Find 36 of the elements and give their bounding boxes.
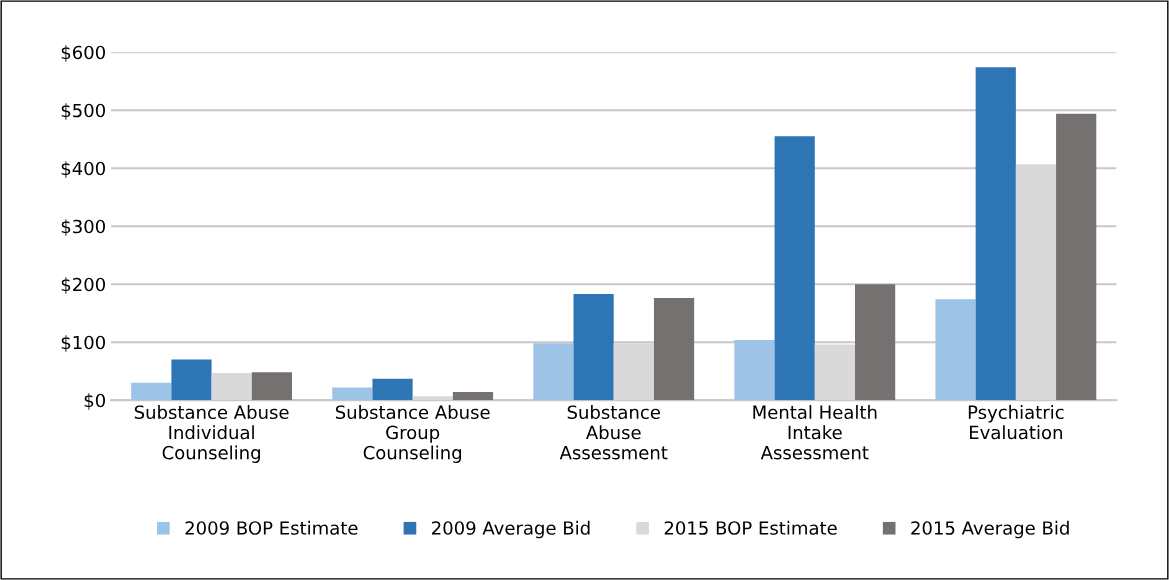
y-tick-label: $100: [61, 335, 105, 352]
legend-label: 2009 Average Bid: [432, 520, 590, 539]
y-tick-label: $500: [61, 103, 105, 120]
bar: [332, 387, 373, 401]
bar: [975, 67, 1016, 401]
y-tick-label: $0: [84, 393, 105, 410]
y-tick-label: $200: [61, 277, 105, 294]
bar: [452, 392, 494, 401]
bar: [171, 359, 212, 401]
bar: [734, 339, 775, 401]
bar: [1015, 164, 1057, 401]
bar: [412, 396, 453, 401]
bar: [855, 284, 896, 401]
legend-label: 2015 Average Bid: [911, 520, 1069, 539]
bar: [653, 298, 695, 401]
bar: [1056, 113, 1097, 401]
x-tick-label: Substance Abuse Individual Counseling: [134, 405, 289, 463]
bar: [573, 294, 614, 401]
bar: [774, 136, 815, 401]
y-tick-label: $300: [61, 219, 105, 236]
bar: [935, 299, 976, 401]
y-tick-label: $600: [61, 45, 105, 62]
bar: [211, 372, 252, 401]
bar: [372, 378, 413, 401]
x-tick-label: Psychiatric Evaluation: [968, 405, 1064, 440]
bar: [613, 343, 654, 401]
bar: [814, 344, 856, 401]
bar: [533, 343, 574, 401]
x-tick-label: Mental Health Intake Assessment: [753, 405, 877, 460]
x-tick-label: Substance Abuse Assessment: [559, 405, 668, 460]
legend-label: 2015 BOP Estimate: [664, 520, 837, 535]
x-tick-label: Substance Abuse Group Counseling: [335, 405, 490, 463]
y-tick-label: $400: [61, 161, 105, 178]
legend-label: 2009 BOP Estimate: [185, 520, 358, 535]
bar: [131, 382, 172, 401]
bar: [251, 372, 293, 401]
